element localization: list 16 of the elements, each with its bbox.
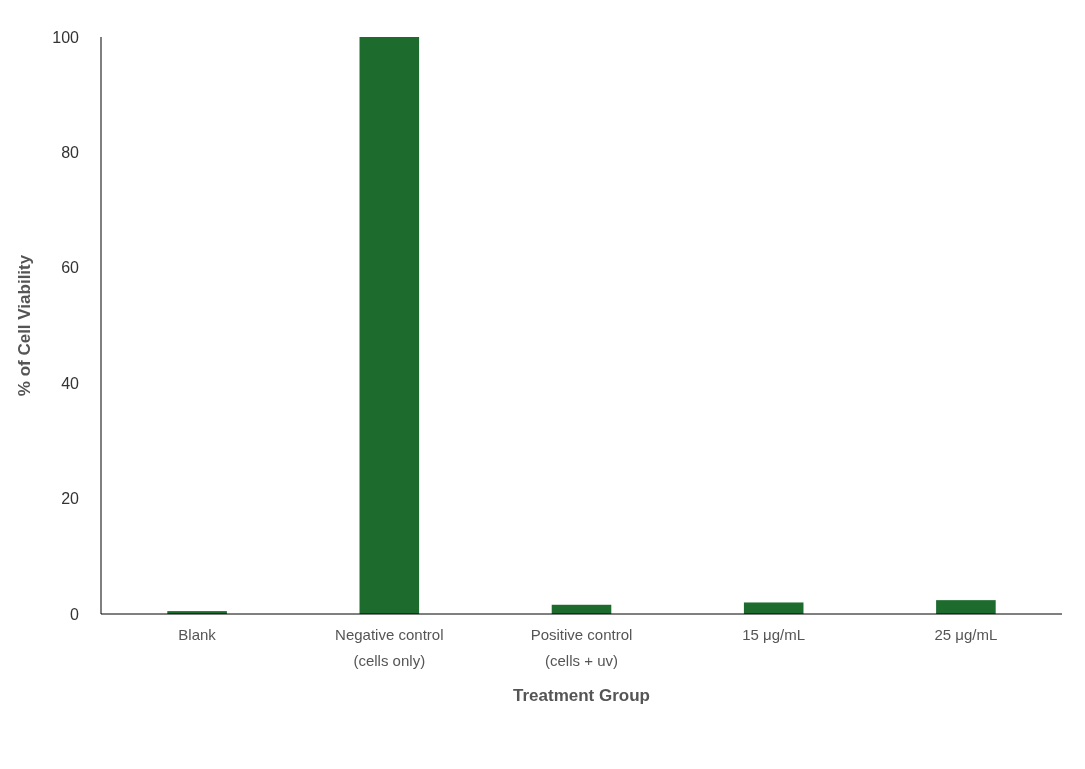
x-tick-label: Blank bbox=[178, 626, 217, 643]
y-tick-label: 80 bbox=[61, 144, 80, 161]
bar bbox=[359, 37, 420, 614]
y-tick-label: 20 bbox=[61, 490, 80, 508]
x-tick-label: 15 μg/mL bbox=[742, 626, 806, 643]
y-tick-label: 0 bbox=[70, 605, 80, 623]
x-tick-label: 25 μg/mL bbox=[934, 626, 998, 643]
y-tick-label: 100 bbox=[52, 28, 80, 46]
y-tick-label: 60 bbox=[61, 259, 80, 277]
bar bbox=[743, 602, 804, 614]
y-axis-title: % of Cell Viability bbox=[15, 254, 34, 397]
x-axis-title: Treatment Group bbox=[513, 686, 650, 705]
y-tick-label: 40 bbox=[61, 374, 80, 392]
x-tick-label: Negative control (cells only) bbox=[335, 626, 444, 669]
bar bbox=[936, 600, 996, 614]
x-tick-label: Positive control (cells + uv) bbox=[530, 626, 633, 669]
